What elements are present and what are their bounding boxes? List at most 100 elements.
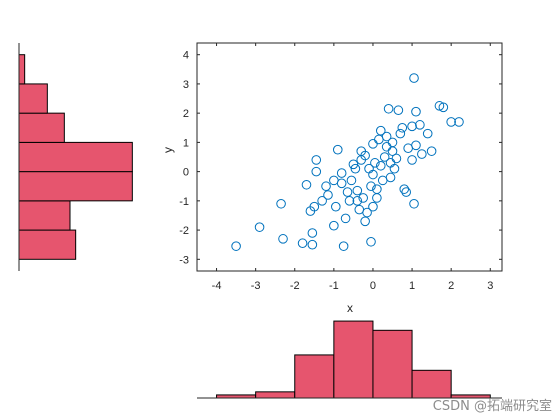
- scatter-point: [454, 117, 464, 127]
- y-axis-label: y: [161, 147, 175, 153]
- scatter-point: [360, 216, 370, 227]
- scatter-point: [321, 181, 331, 192]
- x-histogram-bar: [372, 329, 413, 399]
- scatter-point: [360, 150, 370, 161]
- scatter-point: [368, 201, 378, 212]
- y-histogram-bar: [18, 200, 71, 231]
- scatter-point: [344, 196, 355, 206]
- scatter-point: [399, 184, 410, 194]
- scatter-point: [297, 238, 308, 249]
- scatter-point: [422, 128, 433, 139]
- scatter-point: [307, 239, 318, 250]
- scatter-point: [311, 155, 322, 165]
- x-marginal-histogram: [197, 320, 502, 399]
- scatter-point: [370, 158, 380, 168]
- scatter-point: [434, 101, 445, 111]
- scatter-point: [368, 139, 378, 149]
- scatter-point: [329, 220, 339, 231]
- scatter-point: [331, 201, 341, 212]
- scatter-point: [446, 117, 456, 127]
- x-tick-label: 0: [370, 280, 376, 292]
- scatter-point: [358, 193, 368, 203]
- scatter-point: [307, 228, 318, 238]
- scatter-point: [381, 131, 392, 142]
- scatter-point: [411, 106, 421, 117]
- scatter-point: [368, 169, 378, 180]
- x-tick-label: -3: [251, 280, 261, 292]
- scatter-point: [401, 187, 411, 197]
- scatter-point: [352, 196, 363, 206]
- scatter-point: [407, 155, 417, 165]
- x-tick-label: -4: [212, 280, 222, 292]
- scatter-point: [317, 196, 327, 206]
- scatter-point: [276, 198, 286, 209]
- scatter-point: [391, 153, 402, 164]
- x-histogram-bar: [255, 391, 296, 399]
- scatter-point: [397, 122, 408, 133]
- scatter-point: [366, 236, 376, 247]
- x-tick-label: 3: [487, 280, 493, 292]
- scatter-point: [383, 103, 394, 114]
- scatter-point: [366, 181, 376, 192]
- scatter-point: [409, 198, 419, 209]
- scatter-point: [393, 105, 404, 116]
- y-tick-label: -1: [179, 196, 189, 208]
- scatter-point: [395, 128, 406, 139]
- scatter-point: [375, 125, 386, 136]
- scatter-point: [385, 172, 396, 183]
- scatter-point: [336, 178, 347, 189]
- x-axis-label: x: [347, 301, 353, 315]
- scatter-point: [346, 175, 357, 186]
- scatter-point: [309, 201, 320, 212]
- x-histogram-bar: [411, 369, 452, 399]
- scatter-point: [332, 144, 343, 155]
- x-histogram-bars: [216, 320, 491, 399]
- scatter-point: [387, 146, 398, 156]
- scatter-point: [323, 190, 333, 200]
- scatter-point: [362, 207, 372, 218]
- y-histogram-bars: [18, 54, 133, 260]
- scatter-point: [352, 185, 363, 196]
- x-tick-label: 1: [409, 280, 415, 292]
- scatter-point: [417, 149, 427, 159]
- x-histogram-bar: [333, 320, 374, 399]
- scatter-point: [254, 222, 265, 232]
- y-tick-label: -3: [179, 254, 189, 266]
- y-tick-label: 1: [183, 137, 189, 149]
- scatter-plot: -4 -3 -2 -1 0 1 2 3 -3 -2 -1 0 1 2 3 4 x y: [161, 42, 503, 315]
- scatter-point: [311, 166, 322, 177]
- y-tick-label: 4: [183, 50, 189, 62]
- scatter-point: [350, 163, 361, 174]
- y-tick-label: -2: [179, 225, 189, 237]
- x-tick-label: -1: [329, 280, 339, 292]
- scatter-point: [375, 160, 386, 171]
- scatter-axes-box: [196, 42, 503, 272]
- scatter-point: [301, 179, 312, 190]
- x-tick-label: -2: [290, 280, 300, 292]
- y-histogram-bar: [18, 83, 48, 114]
- scatter-point: [389, 163, 400, 174]
- watermark: CSDN @拓端研究室: [432, 399, 552, 414]
- x-tick-label: 2: [448, 280, 454, 292]
- scatter-point: [348, 159, 359, 170]
- scatter-point: [409, 73, 419, 83]
- y-marginal-histogram: [18, 43, 133, 271]
- scatter-point: [342, 187, 353, 197]
- scatter-point: [411, 140, 421, 151]
- scatter-point: [426, 146, 437, 156]
- x-histogram-bar: [294, 354, 335, 399]
- scatter-point: [415, 120, 425, 130]
- y-tick-label: 2: [183, 108, 189, 120]
- y-histogram-bar: [18, 54, 26, 85]
- scatter-points: [231, 73, 464, 251]
- y-histogram-bar: [18, 229, 77, 260]
- scatter-point: [338, 241, 349, 251]
- scatter-point: [379, 152, 390, 162]
- y-tick-label: 3: [183, 79, 189, 91]
- scatter-x-ticks: -4 -3 -2 -1 0 1 2 3: [212, 43, 493, 292]
- scatter-y-ticks: -3 -2 -1 0 1 2 3 4: [179, 50, 502, 266]
- y-histogram-bar: [18, 171, 133, 202]
- y-histogram-bar: [18, 141, 133, 173]
- scatter-point: [372, 193, 382, 203]
